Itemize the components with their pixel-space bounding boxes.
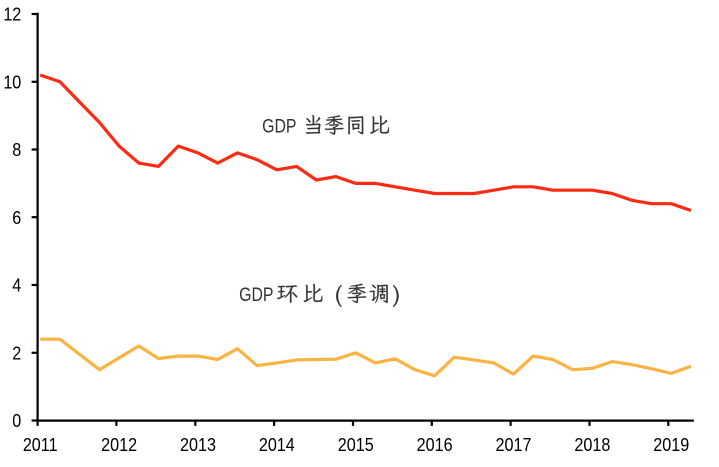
svg-text:2: 2	[12, 342, 21, 363]
svg-text:2013: 2013	[180, 434, 216, 455]
svg-text:8: 8	[12, 139, 21, 160]
svg-text:12: 12	[3, 4, 21, 25]
svg-text:4: 4	[12, 275, 21, 296]
svg-text:2019: 2019	[653, 434, 689, 455]
svg-text:2014: 2014	[259, 434, 295, 455]
svg-text:2012: 2012	[101, 434, 137, 455]
svg-text:2011: 2011	[23, 434, 58, 455]
svg-text:2017: 2017	[496, 434, 532, 455]
svg-text:2018: 2018	[574, 434, 610, 455]
svg-text:10: 10	[3, 71, 21, 92]
svg-text:GDP: GDP	[262, 115, 296, 137]
svg-text:2015: 2015	[338, 434, 374, 455]
svg-text:GDP: GDP	[239, 283, 273, 305]
svg-text:6: 6	[12, 207, 21, 228]
svg-text:2016: 2016	[417, 434, 453, 455]
svg-text:0: 0	[12, 410, 21, 431]
